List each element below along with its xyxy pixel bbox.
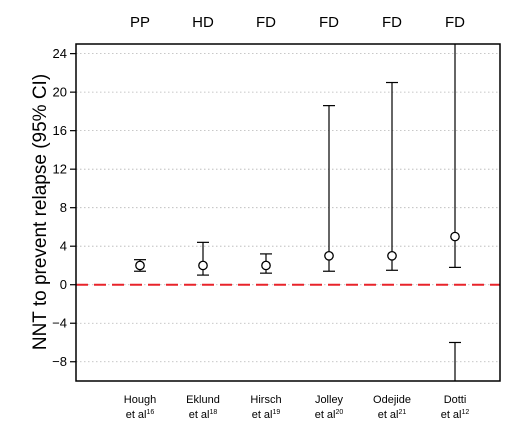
y-tick-label: 16: [53, 123, 67, 138]
category-label-name: Eklund: [186, 394, 220, 406]
y-axis-ticks: −8 −4 0 4 8 12 16 20 24: [52, 46, 76, 369]
y-tick-label: 4: [60, 239, 67, 254]
y-axis-label: NNT to prevent relapse (95% CI): [30, 74, 51, 350]
category-label-etal: et al12: [441, 409, 470, 421]
category-label-etal: et al18: [189, 409, 218, 421]
category-label-name: Jolley: [315, 394, 344, 406]
category-label-name: Hirsch: [250, 394, 281, 406]
group-label: HD: [192, 14, 214, 31]
group-label: PP: [130, 14, 150, 31]
group-label: FD: [445, 14, 465, 31]
category-label-name: Odejide: [373, 394, 411, 406]
y-tick-label: 12: [53, 162, 67, 177]
y-tick-label: 20: [53, 85, 67, 100]
y-tick-label: 8: [60, 200, 67, 215]
category-label-etal: et al19: [252, 409, 281, 421]
y-tick-label: −8: [52, 354, 67, 369]
category-label-etal: et al21: [378, 409, 407, 421]
nnt-point: [387, 250, 397, 261]
y-tick-label: 0: [60, 277, 67, 292]
nnt-point: [135, 260, 145, 271]
category-label-etal: et al20: [315, 409, 344, 421]
nnt-point: [261, 260, 271, 271]
category-labels: Hough et al16 Eklund et al18 Hirsch et al19 Jo…: [124, 394, 470, 421]
grid-lines: [76, 53, 500, 363]
group-label: FD: [319, 14, 339, 31]
data-series: [134, 44, 461, 381]
nnt-point: [450, 231, 460, 242]
y-tick-label: −4: [52, 316, 67, 331]
plot-area-frame: [75, 43, 501, 382]
nnt-point: [324, 250, 334, 261]
category-label-name: Dotti: [444, 394, 467, 406]
group-label: FD: [382, 14, 402, 31]
category-label-etal: et al16: [126, 409, 155, 421]
category-label-name: Hough: [124, 394, 156, 406]
nnt-point: [198, 260, 208, 271]
group-label: FD: [256, 14, 276, 31]
y-tick-label: 24: [53, 46, 67, 61]
group-labels: PP HD FD FD FD FD: [130, 14, 465, 31]
